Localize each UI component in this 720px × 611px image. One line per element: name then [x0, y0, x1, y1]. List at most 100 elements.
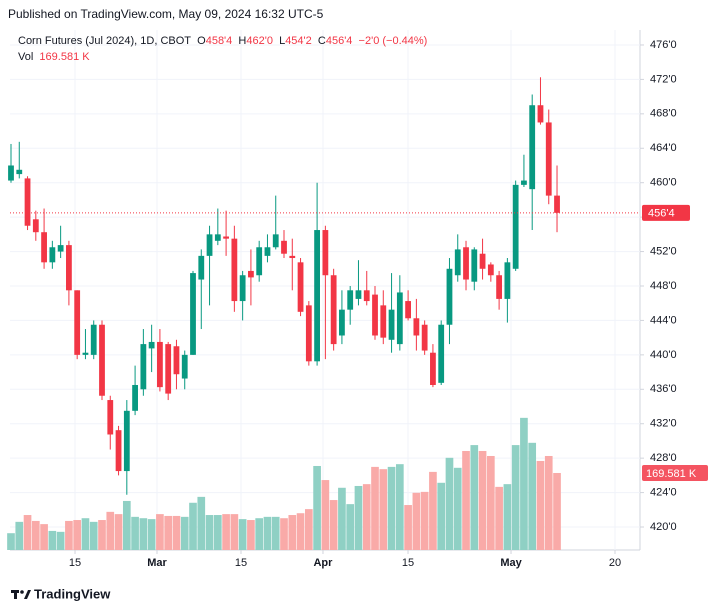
- candle-body: [289, 255, 296, 259]
- volume-bar: [536, 460, 545, 550]
- y-tick-label: 440'0: [650, 349, 677, 361]
- l-label: L: [279, 35, 286, 47]
- candle-body: [554, 195, 560, 213]
- brand: TradingView: [34, 586, 111, 601]
- change: −2'0 (−0.44%): [358, 35, 428, 47]
- h-value: 462'0: [246, 35, 273, 47]
- volume-bar: [31, 520, 40, 550]
- volume-bar: [222, 514, 230, 550]
- candle-body: [90, 324, 97, 355]
- volume-tag-label: 169.581 K: [646, 468, 697, 480]
- volume-bar: [288, 515, 297, 550]
- y-tick-label: 452'0: [650, 245, 677, 257]
- candle-body: [24, 178, 31, 226]
- candle-body: [66, 245, 72, 291]
- x-tick-label: 15: [402, 557, 414, 569]
- h-label: H: [238, 35, 247, 47]
- candle-body: [16, 169, 23, 175]
- y-tick-label: 468'0: [650, 108, 677, 120]
- volume-bar: [486, 455, 495, 550]
- volume-bar: [7, 533, 15, 550]
- candle-body: [330, 275, 337, 345]
- candle-body: [173, 346, 180, 375]
- volume-bar: [230, 514, 239, 550]
- candle-body: [537, 105, 544, 123]
- volume-bar: [280, 518, 288, 550]
- candle-body: [190, 273, 196, 355]
- candle-body: [32, 219, 39, 233]
- candle-body: [8, 165, 14, 181]
- candle-body: [454, 249, 461, 276]
- volume-bar: [48, 530, 57, 550]
- volume-bar: [172, 515, 181, 550]
- volume-bar: [503, 484, 512, 550]
- y-tick-label: 464'0: [650, 142, 677, 154]
- candle-body: [396, 292, 403, 345]
- x-tick-label: 15: [235, 557, 247, 569]
- volume-tag: [642, 464, 708, 481]
- volume-bar: [437, 482, 446, 550]
- candle-body: [380, 305, 387, 338]
- volume-bar: [255, 518, 264, 550]
- volume-bar: [313, 465, 321, 550]
- volume-bar: [15, 521, 24, 550]
- candle-body: [388, 309, 395, 340]
- volume-bar: [114, 514, 123, 550]
- candle-body: [248, 270, 254, 278]
- candle-body: [339, 309, 345, 336]
- o-label: O: [197, 35, 206, 47]
- volume-bar: [122, 500, 131, 550]
- volume-bar: [321, 480, 330, 550]
- y-tick-label: 444'0: [650, 314, 677, 326]
- legend-ohlc: Corn Futures (Jul 2024), 1D, CBOT O458'4…: [18, 35, 427, 47]
- y-tick-label: 460'0: [650, 177, 677, 189]
- volume-bar: [156, 514, 164, 550]
- candle-body: [363, 290, 370, 302]
- candle-body: [272, 234, 279, 248]
- volume-bar: [404, 505, 412, 550]
- candle-body: [504, 262, 511, 299]
- candle-body: [239, 275, 246, 302]
- volume-bar: [478, 450, 487, 550]
- c-value: 456'4: [325, 35, 353, 47]
- x-tick-label: 15: [69, 557, 81, 569]
- volume-bar: [511, 445, 520, 550]
- candle-body: [264, 247, 271, 256]
- volume-bar: [453, 467, 462, 550]
- candle-body: [198, 255, 205, 280]
- volume-bar: [164, 515, 173, 550]
- candle-body: [281, 240, 287, 254]
- y-tick-label: 472'0: [650, 73, 677, 85]
- candle-body: [140, 344, 147, 390]
- candle-body: [347, 290, 354, 310]
- last-price-label: 456'4: [648, 208, 675, 220]
- volume-bar: [56, 531, 65, 550]
- volume-bar: [131, 516, 139, 550]
- volume-bar: [271, 516, 280, 550]
- volume-bar: [553, 472, 561, 550]
- candle-body: [479, 253, 486, 269]
- volume-bar: [189, 502, 197, 550]
- c-label: C: [317, 35, 326, 47]
- volume-bar: [395, 464, 404, 550]
- candle-body: [413, 318, 420, 336]
- candle-body: [421, 324, 428, 351]
- candle-body: [115, 430, 122, 472]
- volume-bar: [65, 520, 73, 550]
- candle-body: [405, 301, 411, 319]
- l-value: 454'2: [285, 35, 312, 47]
- y-tick-label: 428'0: [650, 452, 677, 464]
- legend-volume: Vol 169.581 K: [18, 51, 90, 63]
- candle-body: [521, 180, 527, 185]
- volume-bar: [23, 515, 32, 550]
- candle-body: [430, 352, 436, 385]
- volume-bar: [98, 520, 106, 550]
- candle-body: [231, 238, 238, 302]
- volume-bar: [205, 515, 214, 550]
- volume-bar: [247, 520, 255, 550]
- volume-bar: [420, 491, 429, 550]
- y-tick-label: 420'0: [650, 521, 677, 533]
- candle-body: [322, 230, 329, 276]
